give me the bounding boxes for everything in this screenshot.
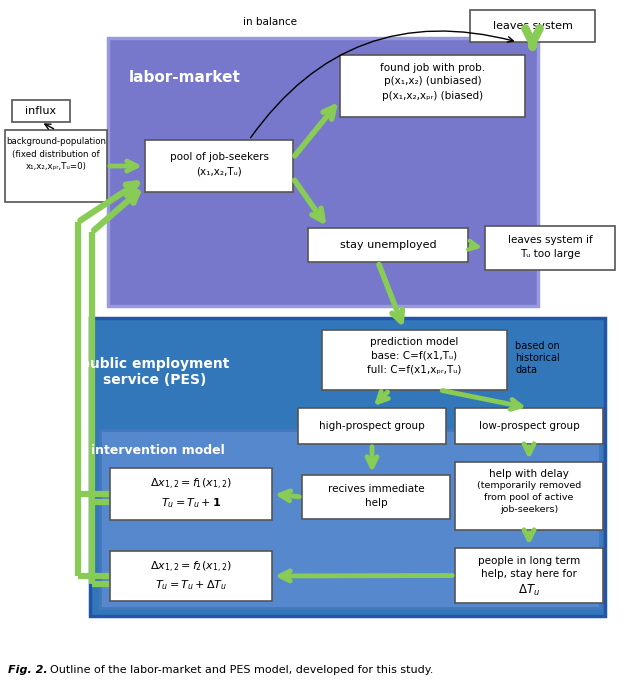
Text: p(x₁,x₂,xₚᵣ) (biased): p(x₁,x₂,xₚᵣ) (biased) bbox=[382, 91, 483, 101]
Text: prediction model: prediction model bbox=[371, 337, 459, 347]
Bar bbox=[455, 462, 603, 530]
Text: Tᵤ too large: Tᵤ too large bbox=[520, 249, 580, 259]
Text: pool of job-seekers: pool of job-seekers bbox=[170, 152, 269, 162]
Text: Outline of the labor-market and PES model, developed for this study.: Outline of the labor-market and PES mode… bbox=[50, 665, 433, 675]
Text: based on
historical
data: based on historical data bbox=[515, 342, 560, 374]
Text: x₁,x₂,xₚᵣ,Tᵤ=0): x₁,x₂,xₚᵣ,Tᵤ=0) bbox=[26, 162, 86, 170]
Text: help, stay here for: help, stay here for bbox=[481, 569, 577, 579]
Bar bbox=[485, 226, 615, 270]
Text: high-prospect group: high-prospect group bbox=[319, 421, 425, 431]
Text: influx: influx bbox=[26, 106, 56, 116]
Bar bbox=[302, 475, 450, 519]
Text: intervention model: intervention model bbox=[91, 443, 225, 456]
Bar bbox=[100, 430, 600, 608]
Text: people in long term: people in long term bbox=[478, 556, 580, 566]
Text: leaves system: leaves system bbox=[493, 21, 572, 31]
Text: $\Delta x_{1,2} = f_2(x_{1,2})$: $\Delta x_{1,2} = f_2(x_{1,2})$ bbox=[150, 559, 232, 574]
Text: $T_u = T_u + \mathbf{1}$: $T_u = T_u + \mathbf{1}$ bbox=[161, 496, 221, 510]
Text: in balance: in balance bbox=[243, 17, 297, 27]
Bar bbox=[340, 55, 525, 117]
Bar bbox=[455, 548, 603, 603]
Text: found job with prob.: found job with prob. bbox=[380, 63, 485, 73]
Bar bbox=[455, 408, 603, 444]
Text: $\Delta T_u$: $\Delta T_u$ bbox=[518, 582, 540, 597]
Text: stay unemployed: stay unemployed bbox=[340, 240, 436, 250]
Bar bbox=[90, 318, 605, 616]
Text: full: C=f(x1,xₚᵣ,Tᵤ): full: C=f(x1,xₚᵣ,Tᵤ) bbox=[367, 365, 461, 375]
Text: (fixed distribution of: (fixed distribution of bbox=[12, 149, 100, 158]
Text: Fig. 2.: Fig. 2. bbox=[8, 665, 47, 675]
Bar bbox=[108, 38, 538, 306]
Text: public employment
service (PES): public employment service (PES) bbox=[80, 357, 230, 387]
Text: labor-market: labor-market bbox=[129, 70, 241, 85]
Bar bbox=[470, 10, 595, 42]
Text: $T_u = T_u + \Delta T_u$: $T_u = T_u + \Delta T_u$ bbox=[155, 578, 227, 592]
Text: help: help bbox=[365, 498, 387, 508]
Bar bbox=[322, 330, 507, 390]
Text: background-population: background-population bbox=[6, 138, 106, 147]
Bar bbox=[110, 468, 272, 520]
Bar bbox=[5, 130, 107, 202]
Text: (temporarily removed: (temporarily removed bbox=[477, 481, 581, 490]
Text: recives immediate: recives immediate bbox=[328, 484, 424, 494]
Text: (x₁,x₂,Tᵤ): (x₁,x₂,Tᵤ) bbox=[196, 167, 242, 177]
Bar bbox=[110, 551, 272, 601]
Text: p(x₁,x₂) (unbiased): p(x₁,x₂) (unbiased) bbox=[384, 76, 481, 86]
Text: job-seekers): job-seekers) bbox=[500, 505, 558, 514]
Text: from pool of active: from pool of active bbox=[484, 494, 573, 503]
Text: help with delay: help with delay bbox=[489, 469, 569, 479]
Bar bbox=[308, 228, 468, 262]
Text: $\Delta x_{1,2} = f_1(x_{1,2})$: $\Delta x_{1,2} = f_1(x_{1,2})$ bbox=[150, 477, 232, 492]
Bar bbox=[145, 140, 293, 192]
Bar bbox=[298, 408, 446, 444]
Text: leaves system if: leaves system if bbox=[508, 235, 593, 245]
Text: low-prospect group: low-prospect group bbox=[479, 421, 579, 431]
Text: base: C=f(x1,Tᵤ): base: C=f(x1,Tᵤ) bbox=[371, 351, 458, 361]
Bar bbox=[12, 100, 70, 122]
